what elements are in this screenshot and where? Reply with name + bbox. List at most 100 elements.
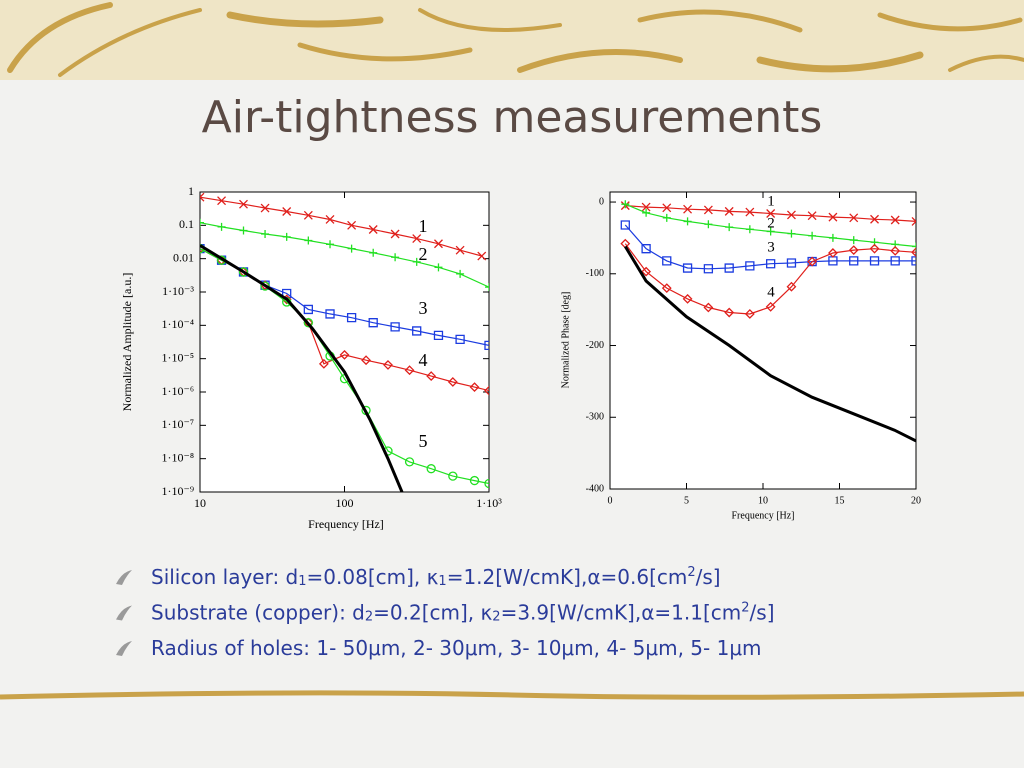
marker: [426, 464, 436, 474]
marker: [849, 213, 859, 223]
series-line: [200, 196, 482, 257]
marker: [661, 283, 672, 294]
marker: [703, 264, 714, 274]
marker: [200, 192, 205, 202]
marker: [485, 283, 489, 292]
marker: [282, 207, 292, 216]
marker: [682, 293, 693, 304]
series-label: 1: [419, 216, 428, 236]
marker: [911, 247, 916, 258]
plot-area: [620, 200, 916, 443]
series-line: [624, 243, 916, 315]
slide-title: Air-tightness measurements: [202, 92, 823, 143]
marker: [766, 227, 775, 236]
marker: [808, 231, 817, 240]
x-axis-title: Frequency [Hz]: [308, 517, 384, 531]
x-tick-label: 0: [608, 495, 613, 506]
marker: [704, 220, 713, 229]
x-tick-label: 10: [194, 496, 206, 510]
marker: [745, 225, 754, 234]
y-tick-label: 1: [188, 184, 194, 198]
marker: [683, 217, 692, 226]
marker: [455, 334, 465, 344]
bullet-run: Silicon layer: d: [151, 565, 298, 589]
marker: [426, 371, 437, 382]
marker: [703, 302, 714, 313]
marker: [391, 253, 400, 262]
marker: [469, 475, 480, 486]
marker: [484, 478, 489, 489]
bullet-run: 2: [365, 609, 373, 624]
marker: [448, 471, 458, 481]
marker: [683, 204, 693, 214]
series-label: 4: [419, 350, 428, 370]
plot-area: [200, 192, 489, 492]
marker: [447, 377, 458, 387]
marker: [347, 220, 357, 230]
marker: [621, 200, 630, 209]
plot-frame: [199, 191, 490, 493]
marker: [828, 256, 838, 266]
bullet-run: Radius of holes: 1- 50μm, 2- 30μm, 3- 10…: [151, 636, 762, 660]
marker: [911, 256, 916, 266]
x-tick-label: 1·10³: [476, 496, 502, 510]
bullet-icon: [116, 641, 132, 656]
marker: [303, 210, 313, 220]
marker: [765, 301, 776, 312]
y-tick-label: 1·10⁻⁵: [161, 350, 194, 364]
marker: [325, 309, 335, 319]
marker: [725, 223, 734, 232]
marker: [786, 258, 797, 268]
y-tick-label: -200: [586, 340, 604, 351]
marker: [456, 269, 465, 278]
bullet-run: =0.2[cm], κ: [373, 600, 492, 624]
marker: [849, 256, 859, 266]
bullet-list: Silicon layer: d1=0.08[cm], κ1=1.2[W/cmK…: [116, 565, 775, 660]
marker: [703, 205, 713, 215]
marker: [641, 266, 652, 277]
marker: [434, 239, 443, 249]
marker: [346, 313, 357, 323]
marker: [361, 355, 371, 366]
marker: [455, 245, 465, 255]
marker: [390, 229, 400, 239]
marker: [304, 236, 313, 245]
plot-frame: [609, 191, 917, 490]
marker: [745, 261, 755, 271]
marker: [282, 288, 292, 299]
y-tick-label: 1·10⁻⁹: [161, 484, 194, 498]
series-label: 2: [419, 244, 428, 264]
series-label: 3: [767, 239, 775, 255]
y-tick-label: 1·10⁻⁴: [161, 317, 194, 331]
marker: [620, 220, 630, 230]
marker: [828, 212, 838, 222]
marker: [724, 263, 734, 273]
top-decoration: [0, 0, 1024, 80]
bullet-text: Silicon layer: d1=0.08[cm], κ1=1.2[W/cmK…: [151, 565, 721, 589]
marker: [766, 259, 776, 269]
y-tick-label: 1·10⁻⁸: [161, 450, 194, 464]
marker: [469, 382, 480, 393]
marker: [326, 240, 335, 249]
marker: [848, 245, 859, 256]
marker: [325, 215, 335, 224]
marker: [890, 245, 901, 256]
marker: [890, 215, 900, 225]
model-line: [200, 244, 404, 492]
marker: [662, 256, 672, 266]
bullet-run: Substrate (copper): d: [151, 600, 365, 624]
marker: [404, 457, 415, 467]
marker: [477, 251, 487, 261]
x-axis-title: Frequency [Hz]: [731, 510, 794, 521]
series-label: 5: [419, 431, 428, 451]
marker: [404, 365, 415, 376]
marker: [484, 385, 489, 396]
bullet-icon: [116, 605, 132, 621]
bullet-run: /s]: [750, 600, 775, 624]
marker: [217, 222, 226, 231]
marker: [682, 263, 693, 273]
bullet-run: 1: [298, 574, 306, 589]
marker: [870, 214, 879, 224]
marker: [434, 263, 443, 272]
marker: [412, 234, 422, 244]
